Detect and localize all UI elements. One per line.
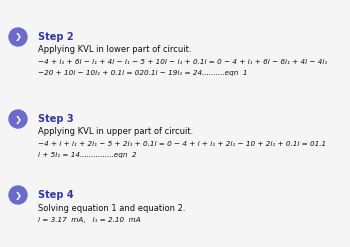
Text: Applying KVL in lower part of circuit.: Applying KVL in lower part of circuit.	[38, 45, 191, 55]
Text: i + 5i₁ = 14...............eqn  2: i + 5i₁ = 14...............eqn 2	[38, 152, 136, 158]
Text: ❯: ❯	[14, 115, 21, 124]
Text: Step 4: Step 4	[38, 190, 74, 200]
Text: Step 2: Step 2	[38, 32, 74, 42]
Circle shape	[9, 28, 27, 46]
Text: −4 + i₁ + 6i − i₁ + 4i − i₁ − 5 + 10i − i₁ + 0.1i = 0 − 4 + i₁ + 6i − 6i₁ + 4i −: −4 + i₁ + 6i − i₁ + 4i − i₁ − 5 + 10i − …	[38, 59, 327, 65]
Text: i = 3.17  mA,   i₁ = 2.10  mA: i = 3.17 mA, i₁ = 2.10 mA	[38, 217, 141, 223]
Text: ❯: ❯	[14, 190, 21, 200]
Circle shape	[9, 186, 27, 204]
Circle shape	[9, 110, 27, 128]
Text: Solving equation 1 and equation 2.: Solving equation 1 and equation 2.	[38, 204, 186, 212]
Text: −20 + 10i − 10i₁ + 0.1i = 020.1i − 19i₁ = 24..........eqn  1: −20 + 10i − 10i₁ + 0.1i = 020.1i − 19i₁ …	[38, 70, 247, 76]
Text: −4 + i + i₁ + 2i₁ − 5 + 2i₁ + 0.1i = 0 − 4 + i + i₁ + 2i₁ − 10 + 2i₁ + 0.1i = 01: −4 + i + i₁ + 2i₁ − 5 + 2i₁ + 0.1i = 0 −…	[38, 141, 326, 147]
Text: ❯: ❯	[14, 33, 21, 41]
Text: Step 3: Step 3	[38, 114, 74, 124]
Text: Applying KVL in upper part of circuit.: Applying KVL in upper part of circuit.	[38, 127, 193, 137]
